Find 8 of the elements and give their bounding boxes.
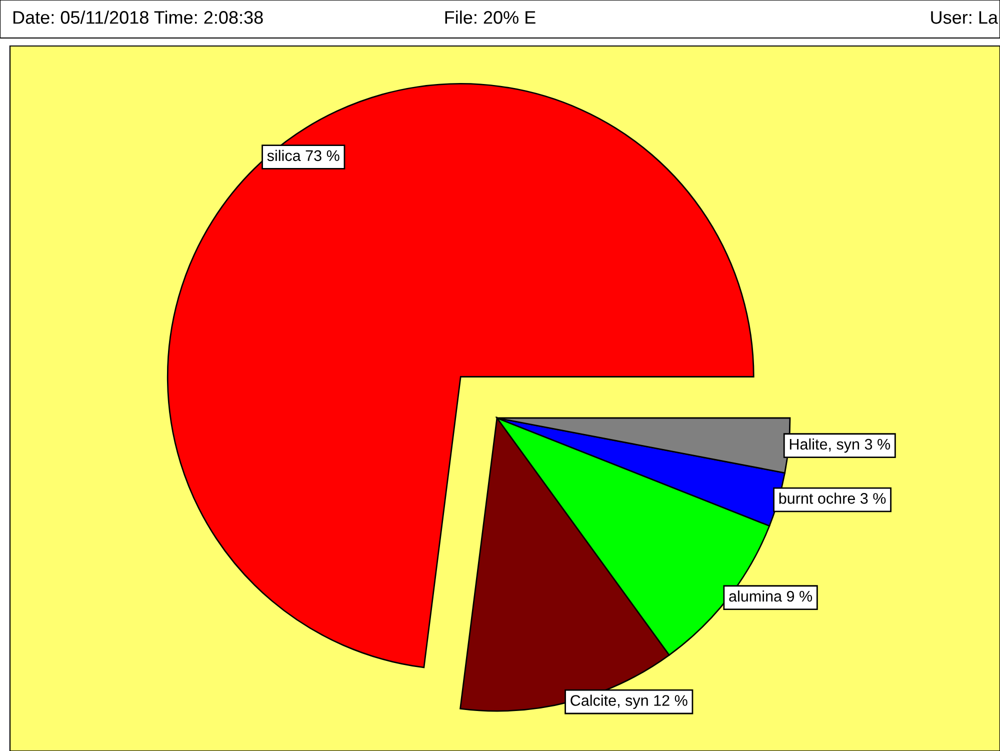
text: User: La <box>931 11 998 24</box>
slice-label: alumina 9 % <box>729 590 812 602</box>
slice-label: Calcite, syn 12 % <box>570 694 688 709</box>
text: File: 20% E <box>445 10 536 24</box>
slice-label: Halite, syn 3 % <box>790 438 890 453</box>
slice-label: burnt ochre 3 % <box>779 492 886 504</box>
text: Date: 05/11/2018 Time: 2:08:38 <box>13 10 263 24</box>
slice-label: silica 73 % <box>267 150 340 162</box>
